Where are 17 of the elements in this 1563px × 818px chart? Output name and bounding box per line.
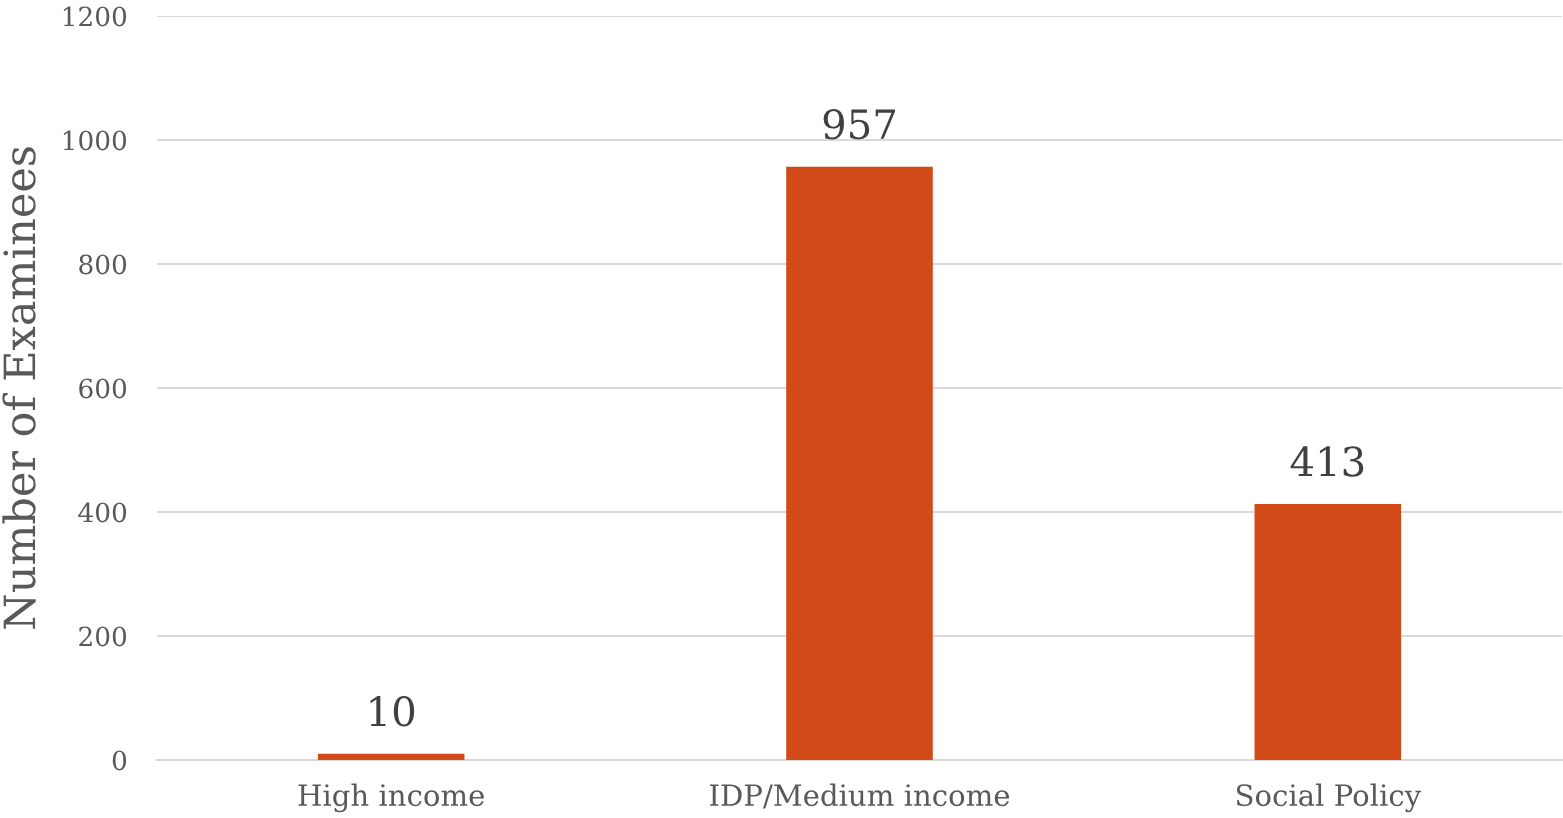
y-tick-label: 400 [78,502,127,523]
y-tick-label: 1200 [63,6,127,27]
y-tick-label: 600 [79,378,127,399]
data-label: 957 [823,108,896,140]
bar [786,166,933,760]
y-tick-label: 200 [79,626,127,647]
data-label: 413 [1290,446,1364,477]
bar [317,753,465,760]
bar [1254,503,1402,760]
x-tick-label: High income [298,783,484,813]
y-tick-label: 800 [79,254,127,275]
data-label: 10 [370,696,415,727]
y-tick-label: 0 [112,750,127,771]
x-tick-label: Social Policy [1236,783,1422,813]
y-tick-label: 1000 [63,130,127,151]
x-tick-label: IDP/Medium income [710,783,1010,809]
y-axis-title: Number of Examinees [2,147,36,629]
